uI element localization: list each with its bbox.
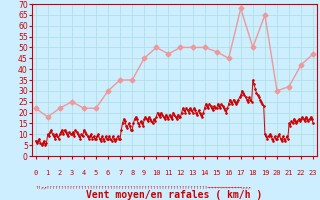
Text: ↑↑↗↗↑↑↑↑↑↑↑↑↑↑↑↑↑↑↑↑↑↑↑↑↑↑↑↑↑↑↑↑↑↑↑↑↑↑↑↑↑↑↑↑↑↑↑↑↑↑↑↑↑↑↑↑↑↑↑↑→→→→→→→→→→→→↗↗↗: ↑↑↗↗↑↑↑↑↑↑↑↑↑↑↑↑↑↑↑↑↑↑↑↑↑↑↑↑↑↑↑↑↑↑↑↑↑↑↑↑… [35,185,251,190]
X-axis label: Vent moyen/en rafales ( km/h ): Vent moyen/en rafales ( km/h ) [86,190,262,200]
